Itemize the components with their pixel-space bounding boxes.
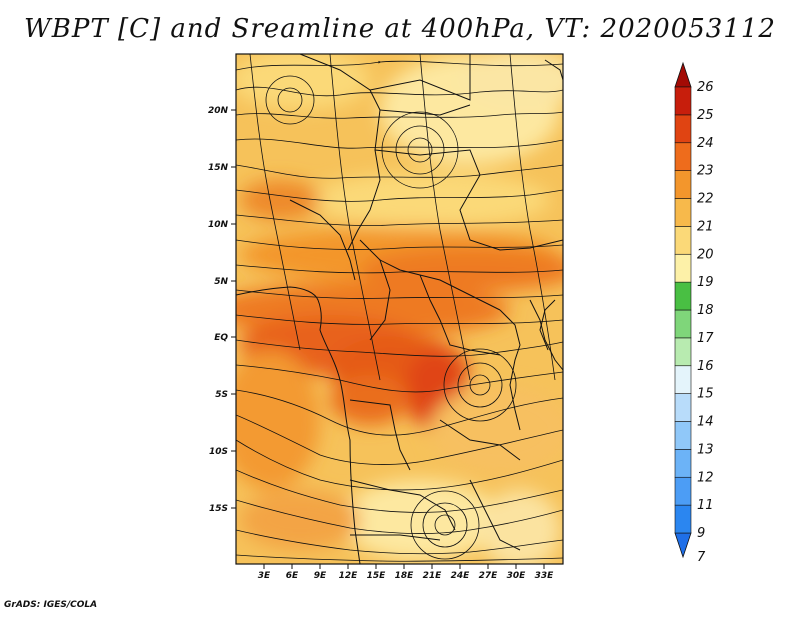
lon-label-15E: 15E [367, 571, 387, 581]
colorbar-label: 7 [697, 550, 706, 565]
lon-label-9E: 9E [314, 571, 327, 581]
lon-label-24E: 24E [451, 571, 471, 581]
colorbar-swatch [674, 337, 692, 367]
lat-tick-15N: 15N [208, 163, 236, 173]
colorbar-label: 22 [697, 192, 714, 207]
colorbar-swatch [674, 365, 692, 394]
colorbar-swatch [674, 449, 692, 478]
colorbar-swatch [674, 476, 692, 506]
colorbar-label: 24 [697, 136, 714, 151]
colorbar-label: 18 [697, 303, 714, 318]
lat-label-5S: 5S [215, 390, 228, 400]
lon-tick-12E: 12E [339, 564, 359, 581]
lat-label-5N: 5N [214, 277, 228, 287]
lat-tick-10S: 10S [209, 447, 236, 457]
lon-tick-15E: 15E [367, 564, 387, 581]
lon-label-3E: 3E [258, 571, 271, 581]
map-frame [235, 53, 564, 565]
lat-label-10S: 10S [209, 447, 228, 457]
country-borders [236, 54, 563, 564]
plot-title: WBPT [C] and Sreamline at 400hPa, VT: 20… [24, 14, 776, 44]
colorbar-bottom-arrow [674, 532, 692, 559]
lat-tick-5N: 5N [214, 277, 236, 287]
colorbar-label: 20 [697, 247, 714, 262]
footer-credit: GrADS: IGES/COLA [4, 600, 98, 610]
lat-tick-EQ: EQ [214, 333, 236, 343]
colorbar-label: 9 [697, 526, 705, 541]
colorbar-label: 14 [697, 415, 714, 430]
lat-axis: 20N 15N 10N 5N EQ 5S 10S 15S [208, 106, 236, 514]
lat-label-20N: 20N [208, 106, 229, 116]
colorbar-swatch [674, 114, 692, 144]
lon-tick-33E: 33E [535, 564, 555, 581]
lat-tick-15S: 15S [209, 504, 236, 514]
lon-tick-24E: 24E [451, 564, 471, 581]
colorbar-swatch [674, 170, 692, 199]
streamlines [236, 54, 563, 562]
lon-label-18E: 18E [395, 571, 415, 581]
colorbar-top-arrow [674, 61, 692, 88]
colorbar-label: 15 [697, 387, 714, 402]
lat-tick-10N: 10N [208, 220, 236, 230]
colorbar-swatch [674, 86, 692, 116]
colorbar-label: 21 [697, 219, 714, 234]
colorbar-swatch [674, 504, 692, 534]
lat-label-15N: 15N [208, 163, 229, 173]
colorbar-label: 17 [697, 331, 714, 346]
lon-tick-3E: 3E [258, 564, 271, 581]
lon-label-12E: 12E [339, 571, 359, 581]
lat-label-15S: 15S [209, 504, 228, 514]
lon-tick-18E: 18E [395, 564, 415, 581]
colorbar-swatch [674, 142, 692, 171]
lon-label-6E: 6E [286, 571, 299, 581]
colorbar-swatch [674, 281, 692, 311]
lat-tick-20N: 20N [208, 106, 236, 116]
colorbar: 7 9 11 12 13 14 15 16 17 18 19 20 21 22 23 24 25 26 [674, 61, 714, 565]
colorbar-swatch [674, 421, 692, 450]
lon-tick-27E: 27E [479, 564, 499, 581]
colorbar-swatch [674, 226, 692, 255]
lon-tick-21E: 21E [423, 564, 443, 581]
lat-label-10N: 10N [208, 220, 229, 230]
lat-label-EQ: EQ [214, 333, 228, 343]
colorbar-label: 23 [697, 164, 714, 179]
lon-label-27E: 27E [479, 571, 499, 581]
colorbar-label: 25 [697, 108, 714, 123]
colorbar-label: 19 [697, 275, 714, 290]
lon-tick-30E: 30E [507, 564, 527, 581]
colorbar-label: 26 [697, 80, 714, 95]
wbpt-shading [236, 54, 563, 564]
colorbar-label: 12 [697, 470, 714, 485]
lat-tick-5S: 5S [215, 390, 236, 400]
colorbar-swatch [674, 198, 692, 227]
lon-tick-6E: 6E [286, 564, 299, 581]
colorbar-label: 16 [697, 359, 714, 374]
lon-tick-9E: 9E [314, 564, 327, 581]
lon-axis: 3E 6E 9E 12E 15E 18E 21E 24E 27E 30E 33E [258, 564, 554, 581]
colorbar-swatch [674, 393, 692, 422]
colorbar-swatch [674, 253, 692, 283]
lon-label-30E: 30E [507, 571, 527, 581]
colorbar-label: 11 [697, 498, 714, 513]
colorbar-label: 13 [697, 442, 714, 457]
colorbar-swatch [674, 309, 692, 339]
lon-label-21E: 21E [423, 571, 443, 581]
lon-label-33E: 33E [535, 571, 555, 581]
